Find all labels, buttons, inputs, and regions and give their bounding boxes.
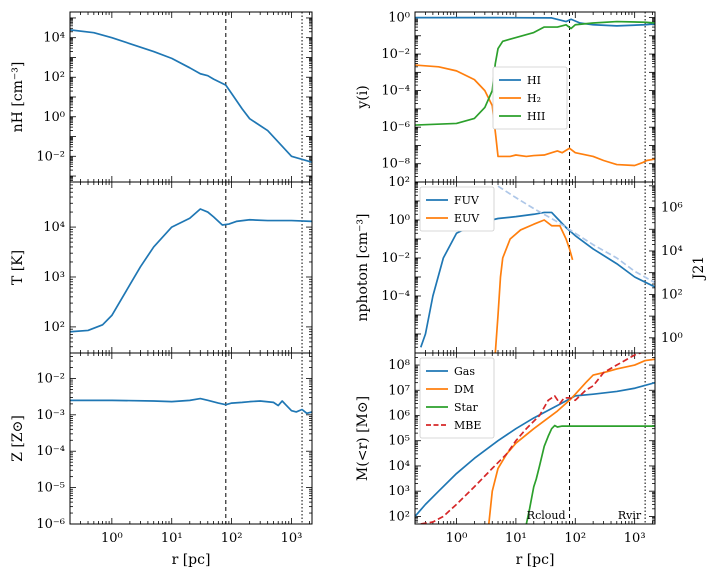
legend-box <box>492 66 568 130</box>
x-tick-label: 10¹ <box>505 531 527 546</box>
legend-label: Gas <box>454 365 475 378</box>
series-group <box>70 397 312 415</box>
legend-label: HI <box>527 74 541 87</box>
y-axis-label: nphoton [cm⁻³] <box>355 214 371 322</box>
y-axis-label: T [K] <box>10 250 26 285</box>
y-tick-label: 10³ <box>388 484 410 499</box>
x-tick-label: 10² <box>564 531 586 546</box>
legend-box <box>419 357 495 439</box>
series-group <box>415 16 655 167</box>
y-tick-label: 10⁻⁶ <box>36 517 65 532</box>
legend-label: H₂ <box>527 92 541 105</box>
legend-label: DM <box>454 383 474 396</box>
y-tick-label: 10⁻⁶ <box>381 120 410 135</box>
right-tick-label: 10² <box>661 287 683 302</box>
legend-label: Star <box>454 401 479 414</box>
x-tick-label: 10² <box>221 531 243 546</box>
series-line-hi <box>415 16 655 27</box>
right-tick-label: 10⁰ <box>661 331 683 346</box>
plot-frame <box>69 352 313 525</box>
plot-frame <box>69 181 313 354</box>
panel-mass: 10² 10³ 10⁴ 10⁵ 10⁶ 10⁷ 10⁸ M(<r) [M⊙] 10⁰ 10¹ 10²… <box>355 352 656 568</box>
series-line-z <box>70 397 312 415</box>
x-tick-label: 10¹ <box>161 531 183 546</box>
right-axis-label: J21 <box>691 256 707 281</box>
y-tick-label: 10⁻² <box>381 47 410 62</box>
series-line-star <box>525 424 655 524</box>
y-tick-label: 10⁰ <box>388 11 410 26</box>
y-tick-label: 10⁻⁸ <box>381 157 410 172</box>
y-tick-label: 10⁻² <box>36 371 65 386</box>
y-tick-label: 10⁻⁵ <box>36 481 65 496</box>
y-axis-label: y(i) <box>355 85 371 109</box>
x-axis-label: r [pc] <box>516 552 555 568</box>
y-tick-label: 10² <box>388 175 410 190</box>
x-axis-label: r [pc] <box>172 552 211 568</box>
series-group <box>419 185 655 353</box>
y-tick-label: 10⁴ <box>388 459 410 474</box>
series-line-hii <box>415 20 655 126</box>
panel-nphoton: 10⁻⁴ 10⁻² 10⁰ 10² 10⁰ 10² 10⁴ 10⁶ J21 nphoton [cm… <box>355 175 707 354</box>
y-tick-label: 10⁰ <box>43 110 65 125</box>
y-tick-label: 10⁻² <box>36 149 65 164</box>
y-axis-label: Z [Z⊙] <box>10 415 26 462</box>
series-line-j21 <box>497 185 655 284</box>
legend-label: MBE <box>454 419 481 432</box>
series-line-fuv <box>419 211 655 348</box>
x-tick-label: 10³ <box>624 531 646 546</box>
plot-frame <box>414 352 656 525</box>
panel-Z: 10⁻⁶ 10⁻⁵ 10⁻⁴ 10⁻³ 10⁻² Z [Z⊙] 10⁰ 10¹ 10² 10³ r … <box>10 352 313 568</box>
series-line-gas <box>415 381 655 517</box>
y-tick-label: 10⁻⁴ <box>36 444 65 459</box>
series-group <box>70 208 312 333</box>
y-axis-label: M(<r) [M⊙] <box>355 396 371 481</box>
panel-T: 10² 10³ 10⁴ T [K] <box>10 181 313 354</box>
y-tick-label: 10² <box>388 509 410 524</box>
y-tick-label: 10⁻⁴ <box>381 84 410 99</box>
series-line-euv <box>494 219 574 353</box>
legend-label: FUV <box>454 194 480 207</box>
y-tick-label: 10⁶ <box>388 408 410 423</box>
panel-yi: 10⁻⁸ 10⁻⁶ 10⁻⁴ 10⁻² 10⁰ y(i) HI H₂ HII <box>355 11 656 183</box>
y-tick-label: 10⁷ <box>388 383 410 398</box>
y-tick-label: 10³ <box>43 270 65 285</box>
right-tick-label: 10⁶ <box>661 201 683 216</box>
y-tick-label: 10² <box>43 320 65 335</box>
plot-frame <box>69 11 313 183</box>
series-line-nh <box>70 29 312 164</box>
y-tick-label: 10² <box>43 70 65 85</box>
y-tick-label: 10⁴ <box>43 31 65 46</box>
y-tick-label: 10⁴ <box>43 220 65 235</box>
panel-nH: 10⁻² 10⁰ 10² 10⁴ nH [cm⁻³] <box>10 11 313 183</box>
x-tick-label: 10³ <box>281 531 303 546</box>
y-tick-label: 10⁻² <box>381 251 410 266</box>
y-axis-label: nH [cm⁻³] <box>10 62 26 133</box>
y-tick-label: 10⁰ <box>388 213 410 228</box>
y-tick-label: 10⁵ <box>388 434 410 449</box>
y-tick-label: 10⁸ <box>388 358 410 373</box>
legend-label: EUV <box>454 212 480 225</box>
series-line-h2 <box>415 64 655 167</box>
r-cloud-annotation: Rcloud <box>527 509 566 522</box>
legend-label: HII <box>527 110 545 123</box>
series-line-dm <box>487 358 655 524</box>
y-tick-label: 10⁻³ <box>36 408 65 423</box>
r-vir-annotation: Rvir <box>618 509 642 522</box>
right-tick-label: 10⁴ <box>661 244 683 259</box>
x-tick-label: 10⁰ <box>101 531 123 546</box>
series-group <box>70 29 312 164</box>
y-tick-label: 10⁻⁴ <box>381 289 410 304</box>
series-line-t <box>70 208 312 333</box>
legend-box <box>419 186 495 232</box>
series-line-mbe <box>420 353 643 524</box>
x-tick-label: 10⁰ <box>446 531 468 546</box>
series-group <box>415 353 655 524</box>
